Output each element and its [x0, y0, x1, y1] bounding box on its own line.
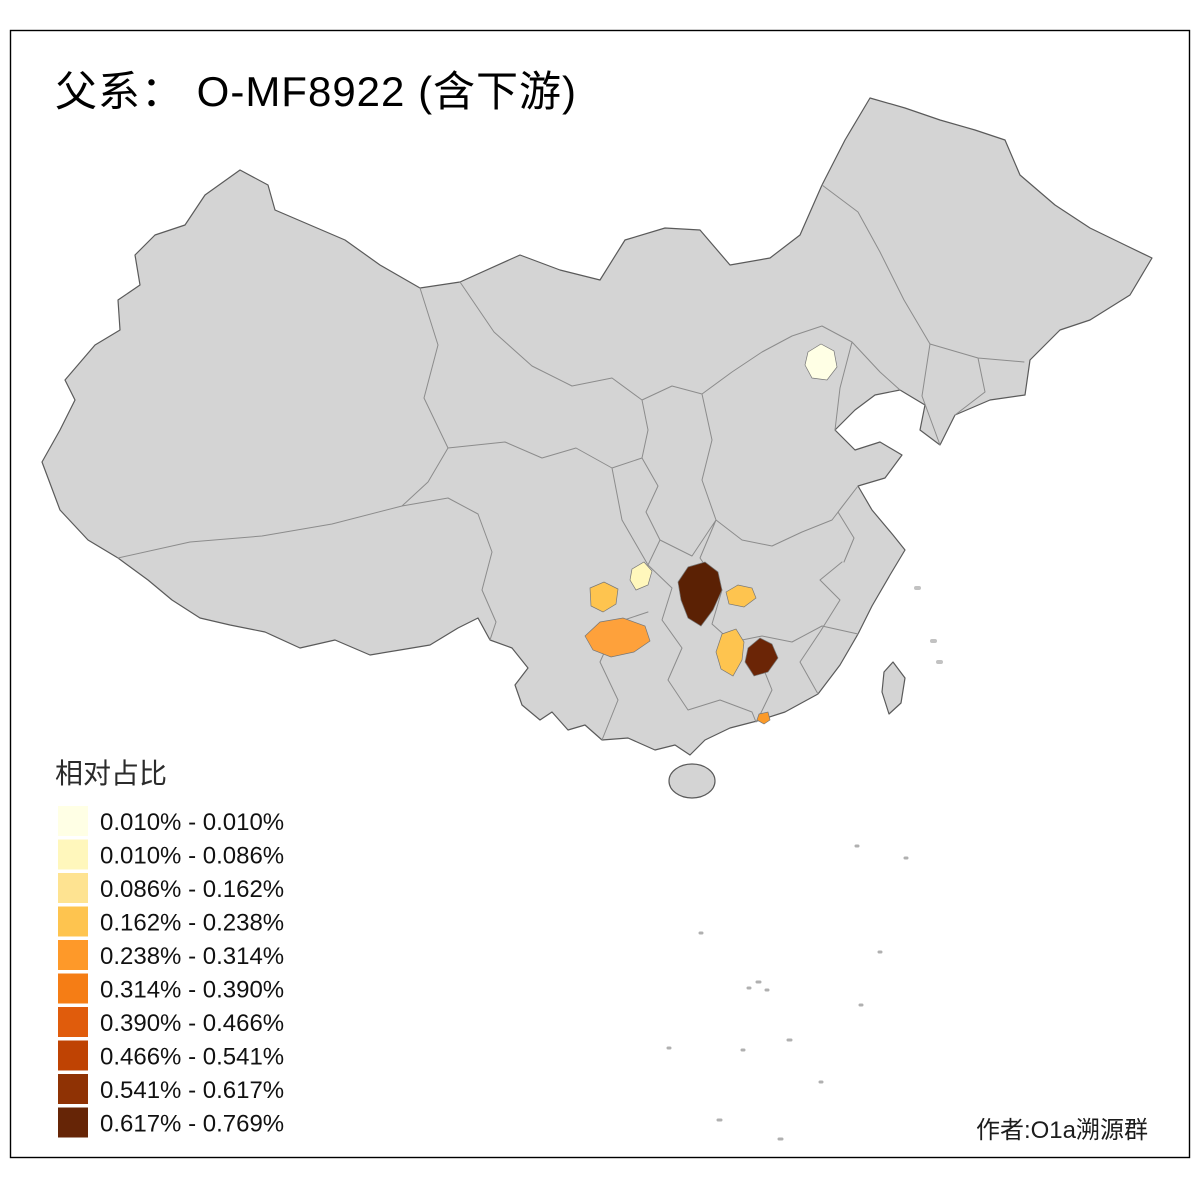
- highlighted-regions: [584, 343, 838, 725]
- province-borders: [117, 184, 1025, 741]
- legend-label: 0.162% - 0.238%: [100, 910, 284, 937]
- legend-label: 0.541% - 0.617%: [100, 1077, 284, 1104]
- south-china-sea-islands: [666, 844, 909, 1141]
- legend-swatch: [58, 1040, 88, 1071]
- legend-title: 相对占比: [55, 758, 167, 789]
- region-hubei-west: [725, 584, 757, 608]
- legend-label: 0.314% - 0.390%: [100, 977, 284, 1004]
- legend-swatch: [58, 1107, 88, 1138]
- legend-swatch: [58, 873, 88, 903]
- map-title: 父系： O-MF8922 (含下游): [55, 68, 577, 115]
- region-beijing-area: [804, 343, 838, 381]
- legend-swatch: [58, 1007, 88, 1037]
- legend-label: 0.238% - 0.314%: [100, 943, 284, 970]
- region-sichuan-north: [589, 581, 619, 613]
- legend-entries: 0.010% - 0.010% 0.010% - 0.086% 0.086% - 0…: [58, 806, 284, 1138]
- island-hainan: [668, 763, 716, 799]
- legend-label: 0.390% - 0.466%: [100, 1010, 284, 1037]
- legend-label: 0.010% - 0.010%: [100, 809, 284, 836]
- credit-text: 作者:O1a溯源群: [976, 1117, 1148, 1144]
- legend-label: 0.086% - 0.162%: [100, 876, 284, 903]
- region-hunan-west: [715, 628, 745, 677]
- legend-label: 0.617% - 0.769%: [100, 1111, 284, 1138]
- region-hunan-central: [744, 637, 779, 677]
- region-shaanxi-south-pale: [629, 561, 653, 591]
- region-chongqing: [677, 561, 723, 627]
- region-pearl-river-delta: [756, 711, 771, 725]
- legend-swatch: [58, 940, 88, 970]
- island-taiwan: [881, 661, 906, 715]
- plot-border: [9, 29, 1191, 1159]
- legend-swatch: [58, 839, 88, 870]
- legend-swatch: [58, 806, 88, 836]
- china-mainland: [41, 97, 1153, 756]
- legend-label: 0.010% - 0.086%: [100, 843, 284, 870]
- coastal-islets: [914, 586, 943, 664]
- legend-swatch: [58, 906, 88, 937]
- legend: 相对占比 0.010% - 0.010% 0.010% - 0.086% 0.086…: [55, 758, 284, 1138]
- legend-label: 0.466% - 0.541%: [100, 1044, 284, 1071]
- region-sichuan-south: [584, 617, 651, 658]
- legend-swatch: [58, 1074, 88, 1104]
- legend-swatch: [58, 973, 88, 1004]
